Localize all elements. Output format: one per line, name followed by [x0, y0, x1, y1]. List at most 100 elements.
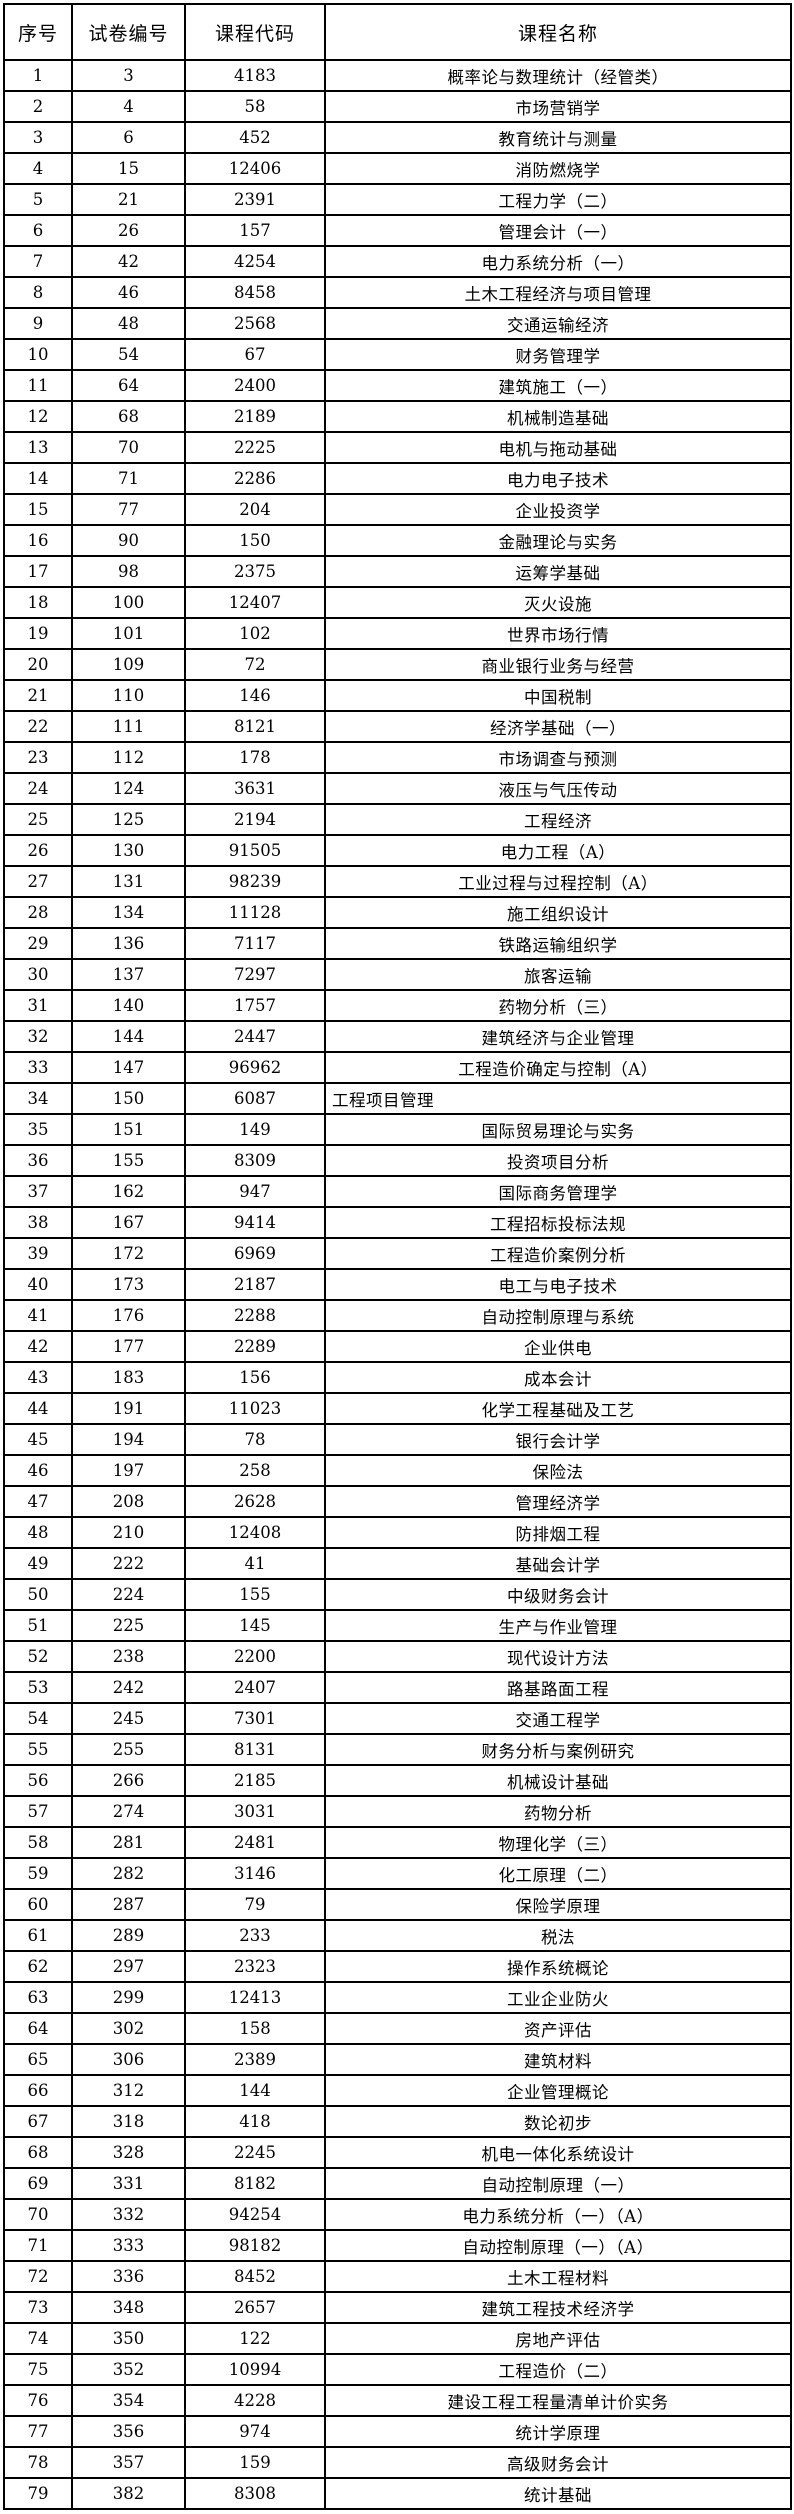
cell-code: 8309 [184, 1144, 326, 1177]
cell-code: 150 [184, 524, 326, 557]
cell-name: 电力电子技术 [324, 462, 792, 495]
cell-name: 工程经济 [324, 803, 792, 836]
cell-name: 药物分析 [324, 1795, 792, 1828]
table-row: 10 54 67 财务管理学 [3, 338, 792, 371]
cell-seq: 33 [3, 1051, 73, 1084]
cell-name: 消防燃烧学 [324, 152, 792, 185]
table-row: 31 140 1757 药物分析（三） [3, 989, 792, 1022]
cell-code: 158 [184, 2012, 326, 2045]
table-row: 73 348 2657 建筑工程技术经济学 [3, 2291, 792, 2324]
table-row: 11 64 2400 建筑施工（一） [3, 369, 792, 402]
cell-paper: 176 [71, 1299, 186, 1332]
table-row: 58 281 2481 物理化学（三） [3, 1826, 792, 1859]
cell-name: 企业投资学 [324, 493, 792, 526]
table-row: 56 266 2185 机械设计基础 [3, 1764, 792, 1797]
cell-code: 974 [184, 2415, 326, 2448]
cell-name: 路基路面工程 [324, 1671, 792, 1704]
table-row: 70 332 94254 电力系统分析（一）（A） [3, 2198, 792, 2231]
cell-name: 液压与气压传动 [324, 772, 792, 805]
table-row: 68 328 2245 机电一体化系统设计 [3, 2136, 792, 2169]
cell-seq: 15 [3, 493, 73, 526]
cell-seq: 69 [3, 2167, 73, 2200]
cell-paper: 140 [71, 989, 186, 1022]
cell-paper: 356 [71, 2415, 186, 2448]
cell-paper: 155 [71, 1144, 186, 1177]
cell-seq: 39 [3, 1237, 73, 1270]
cell-paper: 348 [71, 2291, 186, 2324]
cell-paper: 68 [71, 400, 186, 433]
cell-paper: 98 [71, 555, 186, 588]
cell-name: 国际贸易理论与实务 [324, 1113, 792, 1146]
cell-paper: 4 [71, 90, 186, 123]
table-header: 序号 试卷编号 课程代码 课程名称 [3, 3, 792, 61]
cell-name: 统计基础 [324, 2477, 792, 2510]
cell-seq: 71 [3, 2229, 73, 2262]
cell-name: 市场营销学 [324, 90, 792, 123]
table-row: 65 306 2389 建筑材料 [3, 2043, 792, 2076]
cell-name: 工程造价确定与控制（A） [324, 1051, 792, 1084]
cell-name: 自动控制原理（一）（A） [324, 2229, 792, 2262]
cell-paper: 354 [71, 2384, 186, 2417]
cell-name: 管理经济学 [324, 1485, 792, 1518]
cell-code: 94254 [184, 2198, 326, 2231]
table-row: 1 3 4183 概率论与数理统计（经管类） [3, 59, 792, 92]
cell-code: 98239 [184, 865, 326, 898]
cell-seq: 7 [3, 245, 73, 278]
cell-name: 中级财务会计 [324, 1578, 792, 1611]
table-row: 20 109 72 商业银行业务与经营 [3, 648, 792, 681]
table-row: 27 131 98239 工业过程与过程控制（A） [3, 865, 792, 898]
cell-code: 159 [184, 2446, 326, 2479]
table-row: 2 4 58 市场营销学 [3, 90, 792, 123]
cell-seq: 56 [3, 1764, 73, 1797]
table-row: 76 354 4228 建设工程工程量清单计价实务 [3, 2384, 792, 2417]
cell-name: 房地产评估 [324, 2322, 792, 2355]
cell-name: 企业供电 [324, 1330, 792, 1363]
cell-paper: 299 [71, 1981, 186, 2014]
cell-name: 投资项目分析 [324, 1144, 792, 1177]
table-row: 32 144 2447 建筑经济与企业管理 [3, 1020, 792, 1053]
cell-paper: 172 [71, 1237, 186, 1270]
cell-name: 国际商务管理学 [324, 1175, 792, 1208]
cell-name: 工程项目管理 [324, 1082, 792, 1115]
cell-paper: 312 [71, 2074, 186, 2107]
cell-seq: 76 [3, 2384, 73, 2417]
table-row: 22 111 8121 经济学基础（一） [3, 710, 792, 743]
cell-code: 258 [184, 1454, 326, 1487]
table-row: 64 302 158 资产评估 [3, 2012, 792, 2045]
cell-paper: 287 [71, 1888, 186, 1921]
cell-name: 建筑经济与企业管理 [324, 1020, 792, 1053]
cell-seq: 31 [3, 989, 73, 1022]
cell-code: 2628 [184, 1485, 326, 1518]
cell-seq: 14 [3, 462, 73, 495]
cell-seq: 63 [3, 1981, 73, 2014]
cell-paper: 21 [71, 183, 186, 216]
cell-name: 工业企业防火 [324, 1981, 792, 2014]
cell-code: 7117 [184, 927, 326, 960]
cell-name: 化学工程基础及工艺 [324, 1392, 792, 1425]
cell-paper: 222 [71, 1547, 186, 1580]
cell-seq: 9 [3, 307, 73, 340]
cell-name: 土木工程材料 [324, 2260, 792, 2293]
cell-seq: 78 [3, 2446, 73, 2479]
table-row: 34 150 6087 工程项目管理 [3, 1082, 792, 1115]
cell-code: 2447 [184, 1020, 326, 1053]
cell-name: 统计学原理 [324, 2415, 792, 2448]
cell-code: 2323 [184, 1950, 326, 1983]
cell-seq: 48 [3, 1516, 73, 1549]
table-row: 79 382 8308 统计基础 [3, 2477, 792, 2510]
cell-paper: 100 [71, 586, 186, 619]
cell-seq: 44 [3, 1392, 73, 1425]
cell-seq: 68 [3, 2136, 73, 2169]
table-row: 19 101 102 世界市场行情 [3, 617, 792, 650]
cell-code: 12408 [184, 1516, 326, 1549]
cell-paper: 125 [71, 803, 186, 836]
cell-code: 4254 [184, 245, 326, 278]
cell-seq: 25 [3, 803, 73, 836]
cell-seq: 8 [3, 276, 73, 309]
cell-code: 79 [184, 1888, 326, 1921]
cell-name: 交通运输经济 [324, 307, 792, 340]
cell-seq: 72 [3, 2260, 73, 2293]
cell-seq: 59 [3, 1857, 73, 1890]
cell-paper: 352 [71, 2353, 186, 2386]
cell-paper: 297 [71, 1950, 186, 1983]
